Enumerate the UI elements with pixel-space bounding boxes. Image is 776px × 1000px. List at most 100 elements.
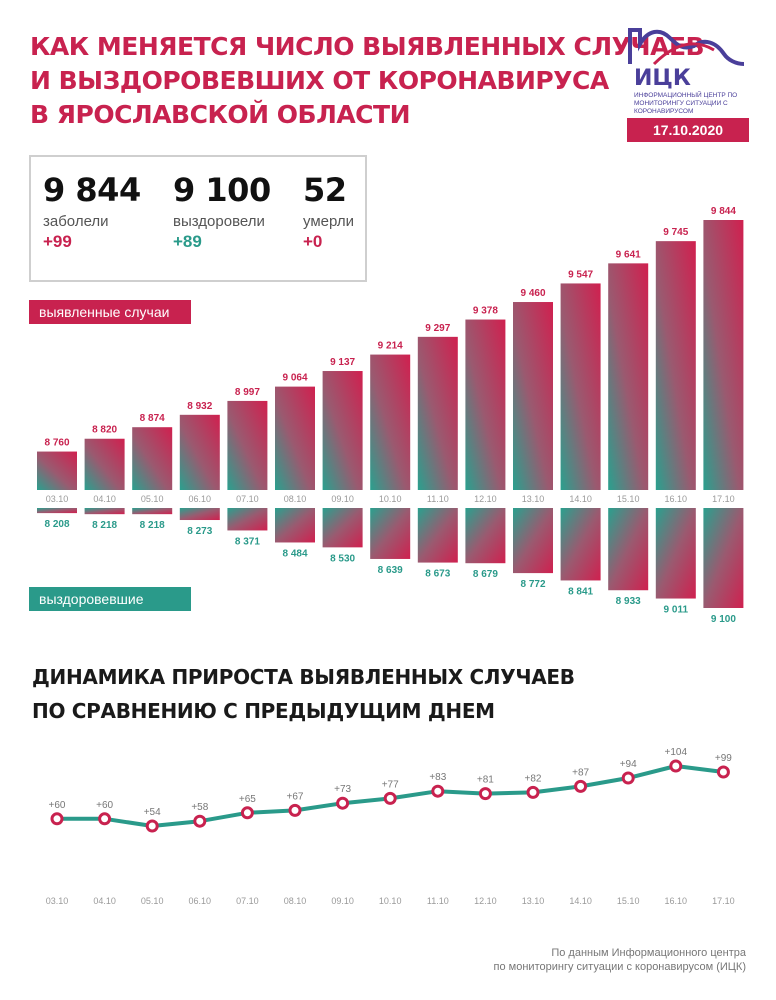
bar-date-label: 15.10 [617, 494, 640, 504]
cases-bar-label: 8 820 [92, 425, 117, 436]
stat-cases: 9 844 заболели +99 [43, 171, 141, 252]
logo-abbr: ИЦК [634, 66, 691, 91]
recovered-bar [84, 508, 125, 515]
growth-point [478, 787, 492, 801]
cases-bar [84, 438, 125, 490]
cases-bar-label: 9 641 [616, 249, 641, 260]
footer-line-1: По данным Информационного центра [551, 947, 746, 959]
stat-deaths-delta: +0 [303, 232, 323, 251]
growth-value-label: +83 [429, 772, 446, 783]
bar-date-label: 03.10 [46, 494, 69, 504]
cases-bar-label: 9 745 [663, 227, 688, 238]
stat-cases-label: заболели [43, 213, 109, 230]
title-line-2: И ВЫЗДОРОВЕВШИХ ОТ КОРОНАВИРУСА [30, 66, 609, 95]
bar-date-label: 11.10 [427, 494, 449, 504]
cases-bar-label: 8 997 [235, 387, 260, 398]
bar-date-label: 13.10 [522, 494, 545, 504]
recovered-bar-label: 8 218 [140, 520, 165, 531]
recovered-bar-label: 8 484 [282, 548, 307, 559]
growth-point [383, 791, 397, 805]
stat-cases-value: 9 844 [43, 171, 141, 209]
line-date-label: 09.10 [331, 896, 354, 906]
recovered-bar-label: 8 673 [425, 569, 450, 580]
recovered-legend-tag: выздоровевшие [29, 587, 191, 611]
subtitle-line-1: ДИНАМИКА ПРИРОСТА ВЫЯВЛЕННЫХ СЛУЧАЕВ [32, 665, 575, 689]
recovered-bar-label: 8 772 [520, 579, 545, 590]
growth-point [288, 803, 302, 817]
line-date-label: 14.10 [569, 896, 592, 906]
stat-recovered-delta: +89 [173, 232, 202, 251]
recovered-bar-label: 9 100 [711, 614, 736, 625]
recovered-bar-label: 8 273 [187, 526, 212, 537]
growth-value-label: +73 [334, 784, 351, 795]
title-line-3: В ЯРОСЛАВСКОЙ ОБЛАСТИ [30, 100, 411, 129]
recovered-bar [322, 508, 363, 548]
growth-point [716, 765, 730, 779]
recovered-bar [37, 508, 77, 514]
line-date-label: 16.10 [665, 896, 688, 906]
subtitle-line-2: ПО СРАВНЕНИЮ С ПРЕДЫДУЩИМ ДНЕМ [32, 699, 495, 723]
recovered-bar-label: 8 218 [92, 520, 117, 531]
recovered-bar-label: 8 208 [44, 519, 69, 530]
growth-value-label: +60 [49, 800, 66, 811]
cases-bar [132, 427, 173, 490]
recovered-bar [227, 508, 268, 531]
growth-value-label: +58 [191, 802, 208, 813]
growth-point [98, 812, 112, 826]
line-date-label: 07.10 [236, 896, 259, 906]
recovered-bar [275, 508, 315, 543]
cases-bar [703, 220, 744, 490]
stat-cases-delta: +99 [43, 232, 72, 251]
cases-bar [179, 414, 220, 490]
cases-bar [513, 302, 553, 490]
stat-recovered: 9 100 выздоровели +89 [173, 171, 271, 252]
growth-point [145, 819, 159, 833]
cases-bar-label: 9 064 [282, 373, 307, 384]
recovered-bar [560, 508, 601, 581]
footer-line-2: по мониторингу ситуации с коронавирусом … [493, 961, 746, 973]
line-date-label: 03.10 [46, 896, 69, 906]
stat-recovered-label: выздоровели [173, 213, 265, 230]
cases-bar-label: 8 932 [187, 401, 212, 412]
growth-line [57, 764, 724, 828]
bar-date-label: 16.10 [665, 494, 688, 504]
cases-bar [465, 319, 506, 490]
recovered-bar-label: 8 639 [378, 565, 403, 576]
growth-value-label: +87 [572, 767, 589, 778]
bar-date-label: 05.10 [141, 494, 164, 504]
growth-point [526, 785, 540, 799]
bar-chart: 8 760 03.10 8 208 8 820 04.10 8 218 8 874 05.10… [37, 206, 744, 625]
line-date-label: 15.10 [617, 896, 640, 906]
line-date-label: 04.10 [93, 896, 116, 906]
stat-deaths: 52 умерли +0 [303, 171, 354, 252]
cases-bar-label: 9 844 [711, 206, 736, 217]
recovered-bar [370, 508, 411, 559]
stat-recovered-value: 9 100 [173, 171, 271, 209]
recovered-bar-label: 9 011 [664, 605, 689, 616]
growth-value-label: +54 [144, 807, 161, 818]
bar-date-label: 14.10 [569, 494, 592, 504]
line-date-label: 11.10 [427, 896, 449, 906]
bar-date-label: 09.10 [331, 494, 354, 504]
growth-value-label: +99 [715, 753, 732, 764]
growth-value-label: +104 [665, 747, 688, 758]
growth-value-label: +81 [477, 775, 494, 786]
logo-subtitle: ИНФОРМАЦИОННЫЙ ЦЕНТР ПО МОНИТОРИНГУ СИТУ… [634, 92, 738, 115]
recovered-bar [655, 508, 696, 599]
recovered-bar-label: 8 933 [616, 596, 641, 607]
cases-bar [322, 371, 363, 490]
bar-date-label: 07.10 [236, 494, 259, 504]
recovered-bar [465, 508, 506, 564]
cases-bar [417, 336, 458, 490]
growth-value-label: +65 [239, 794, 256, 805]
recovered-bar [179, 508, 220, 521]
recovered-bar [608, 508, 649, 591]
bar-date-label: 04.10 [93, 494, 116, 504]
growth-point [574, 779, 588, 793]
cases-bar-label: 9 137 [330, 357, 355, 368]
line-date-label: 05.10 [141, 896, 164, 906]
stats-box: 9 844 заболели +99 9 100 выздоровели +89… [29, 155, 367, 282]
line-date-label: 17.10 [712, 896, 735, 906]
growth-point [669, 759, 683, 773]
cases-bar-label: 9 297 [425, 323, 450, 334]
